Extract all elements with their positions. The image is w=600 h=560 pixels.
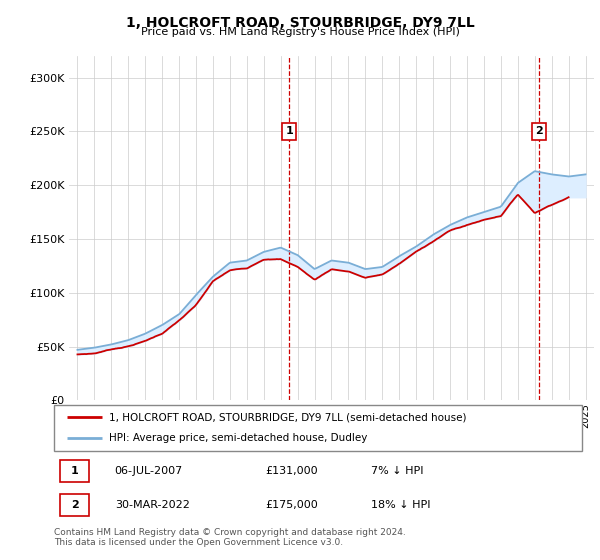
- Text: 1, HOLCROFT ROAD, STOURBRIDGE, DY9 7LL: 1, HOLCROFT ROAD, STOURBRIDGE, DY9 7LL: [125, 16, 475, 30]
- FancyBboxPatch shape: [54, 405, 582, 451]
- Text: 1, HOLCROFT ROAD, STOURBRIDGE, DY9 7LL (semi-detached house): 1, HOLCROFT ROAD, STOURBRIDGE, DY9 7LL (…: [109, 412, 467, 422]
- Text: £175,000: £175,000: [265, 500, 318, 510]
- Text: HPI: Average price, semi-detached house, Dudley: HPI: Average price, semi-detached house,…: [109, 433, 368, 444]
- Text: 2: 2: [71, 500, 79, 510]
- Text: 1: 1: [71, 466, 79, 476]
- Text: 18% ↓ HPI: 18% ↓ HPI: [371, 500, 430, 510]
- Text: 7% ↓ HPI: 7% ↓ HPI: [371, 466, 424, 476]
- Text: £131,000: £131,000: [265, 466, 318, 476]
- Text: 2: 2: [535, 127, 543, 136]
- Text: 30-MAR-2022: 30-MAR-2022: [115, 500, 190, 510]
- FancyBboxPatch shape: [61, 494, 89, 516]
- Text: 06-JUL-2007: 06-JUL-2007: [115, 466, 183, 476]
- Text: 1: 1: [285, 127, 293, 136]
- Text: Price paid vs. HM Land Registry's House Price Index (HPI): Price paid vs. HM Land Registry's House …: [140, 27, 460, 37]
- FancyBboxPatch shape: [61, 460, 89, 482]
- Text: Contains HM Land Registry data © Crown copyright and database right 2024.
This d: Contains HM Land Registry data © Crown c…: [54, 528, 406, 547]
